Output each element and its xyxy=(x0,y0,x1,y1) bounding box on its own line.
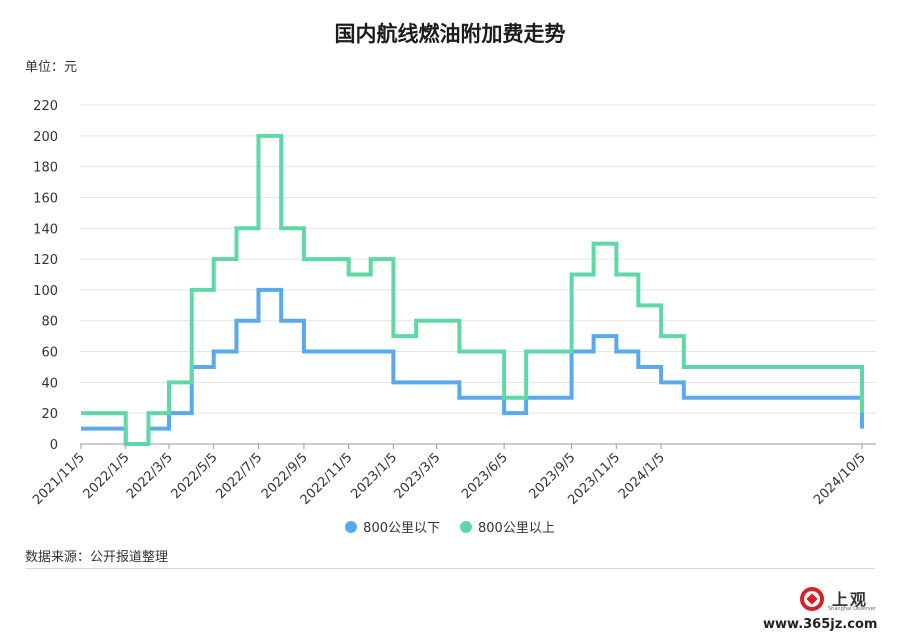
logo-text: 上观 xyxy=(832,590,869,609)
series-line-1 xyxy=(81,133,864,446)
divider xyxy=(25,568,875,569)
x-tick-label: 2022/7/5 xyxy=(213,450,265,502)
x-tick-label: 2023/3/5 xyxy=(392,450,444,502)
legend-label: 800公里以下 xyxy=(363,521,440,536)
x-tick-label: 2024/10/5 xyxy=(811,450,869,508)
x-tick-label: 2023/6/5 xyxy=(459,450,511,502)
y-tick-label: 60 xyxy=(41,346,58,361)
y-tick-label: 200 xyxy=(33,130,58,145)
y-tick-label: 80 xyxy=(41,315,58,330)
y-tick-label: 0 xyxy=(50,438,58,453)
watermark: www.365jz.com xyxy=(763,617,878,632)
chart-title: 国内航线燃油附加费走势 xyxy=(334,22,566,46)
x-tick-label: 2022/3/5 xyxy=(124,450,176,502)
legend-marker xyxy=(460,520,472,533)
legend: 800公里以下 800公里以上 xyxy=(0,517,900,536)
logo-icon xyxy=(800,587,824,611)
series-line-0 xyxy=(81,287,864,446)
unit-label: 单位：元 xyxy=(25,60,78,75)
shanghai-observer-logo: 上观 Shanghai Observer xyxy=(798,585,898,635)
legend-item-below-800km[interactable]: 800公里以下 xyxy=(345,517,440,536)
logo-subtext: Shanghai Observer xyxy=(828,606,876,612)
legend-item-above-800km[interactable]: 800公里以上 xyxy=(460,517,555,536)
y-tick-label: 120 xyxy=(33,253,58,268)
x-tick-label: 2021/11/5 xyxy=(30,450,88,508)
y-tick-label: 160 xyxy=(33,191,58,206)
y-tick-label: 180 xyxy=(33,161,58,176)
legend-label: 800公里以上 xyxy=(478,521,555,536)
y-tick-label: 140 xyxy=(33,222,58,237)
y-tick-label: 40 xyxy=(41,376,58,391)
legend-marker xyxy=(345,520,358,533)
x-tick-label: 2024/1/5 xyxy=(616,450,668,502)
x-tick-label: 2022/5/5 xyxy=(169,450,221,502)
data-source: 数据来源：公开报道整理 xyxy=(25,550,169,565)
y-tick-label: 20 xyxy=(41,407,58,422)
x-tick-label: 2022/1/5 xyxy=(81,450,133,502)
y-tick-label: 100 xyxy=(33,284,58,299)
y-tick-label: 220 xyxy=(33,99,58,114)
x-tick-label: 2023/1/5 xyxy=(348,450,400,502)
